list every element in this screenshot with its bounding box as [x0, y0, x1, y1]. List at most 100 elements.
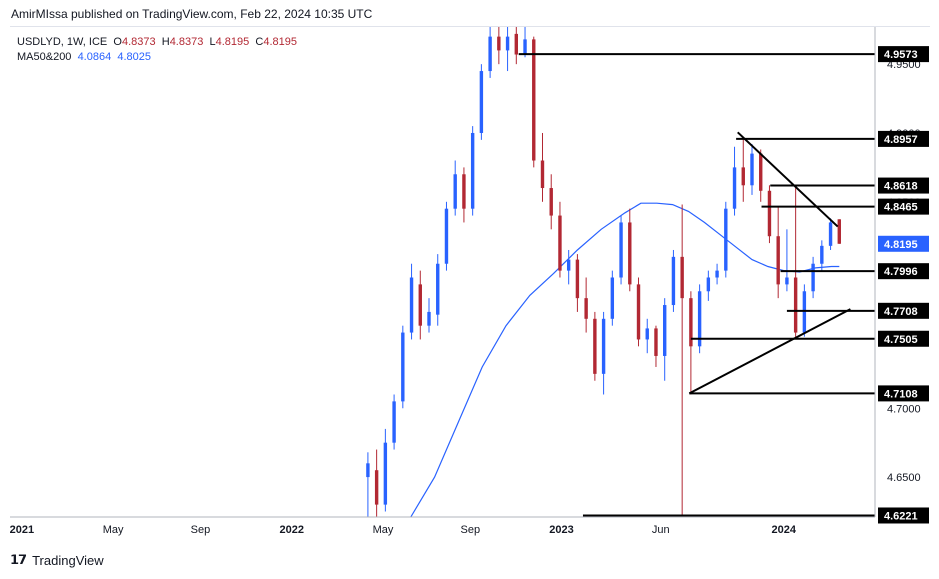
- candle-body-down: [575, 259, 580, 299]
- candle-body-up: [715, 270, 719, 278]
- candle-body-up: [409, 277, 414, 333]
- level-label: 4.7996: [884, 266, 918, 278]
- legend-ma-row: MA50&200 4.0864 4.8025: [17, 50, 297, 65]
- level-label: 4.7505: [884, 334, 918, 346]
- x-tick-label: 2023: [549, 524, 573, 536]
- candle-body-down: [680, 256, 684, 299]
- candle-body-up: [785, 277, 789, 285]
- candle-body-down: [549, 188, 553, 216]
- x-tick-label: Sep: [460, 524, 480, 536]
- footer-brand: TradingView: [32, 552, 104, 568]
- level-label-bg: [878, 263, 929, 280]
- candle-body-down: [497, 36, 501, 51]
- candle-body-up: [610, 277, 615, 319]
- candle-body-up: [811, 263, 815, 292]
- candle-body-down: [374, 470, 379, 505]
- candle-body-up: [479, 71, 484, 133]
- legend-ma200: 4.8025: [117, 51, 151, 63]
- x-tick-label: Sep: [191, 524, 211, 536]
- candle-body-down: [776, 236, 780, 285]
- candle-body-up: [619, 222, 623, 278]
- level-label-bg: [878, 507, 929, 524]
- candle-body-down: [628, 222, 632, 285]
- level-label-bg: [878, 130, 929, 147]
- candle-body-up: [453, 174, 457, 209]
- candle-body-up: [732, 167, 737, 209]
- candle-body-down: [418, 284, 422, 326]
- level-label: 4.9573: [884, 49, 918, 61]
- legend-symbol-row: USDLYD, 1W, ICE O4.8373 H4.8373 L4.8195 …: [17, 35, 297, 50]
- trendline: [737, 131, 839, 228]
- footer-branding: 𝟭𝟳 TradingView: [10, 552, 104, 568]
- candle-body-down: [636, 284, 641, 340]
- candle-body-up: [523, 39, 527, 55]
- level-label-bg: [878, 302, 929, 319]
- candle-body-down: [767, 190, 772, 237]
- legend-ma-label: MA50&200: [17, 51, 72, 63]
- level-label: 4.7708: [884, 306, 918, 318]
- candle-body-down: [654, 328, 658, 356]
- candle-body-up: [820, 245, 824, 264]
- candle-body-up: [697, 291, 702, 347]
- level-label: 4.6221: [884, 510, 918, 522]
- candle-body-down: [837, 219, 841, 244]
- candle-body-down: [540, 160, 545, 189]
- candle-body-up: [750, 153, 754, 186]
- price-chart[interactable]: 4.95004.90004.85004.80004.75004.70004.65…: [10, 27, 930, 547]
- x-tick-label: 2022: [279, 524, 303, 536]
- candle-body-up: [392, 401, 396, 443]
- level-label-bg: [878, 330, 929, 347]
- candle-body-down: [793, 277, 798, 333]
- candle-body-up: [470, 132, 475, 209]
- candle-body-up: [427, 311, 431, 326]
- candle-body-down: [689, 298, 693, 347]
- candle-body-down: [462, 174, 466, 209]
- candle-body-up: [383, 442, 388, 505]
- chart-frame[interactable]: 4.95004.90004.85004.80004.75004.70004.65…: [10, 26, 930, 547]
- x-tick-label: May: [373, 524, 394, 536]
- legend-high: 4.8373: [169, 36, 204, 48]
- chart-legend: USDLYD, 1W, ICE O4.8373 H4.8373 L4.8195 …: [17, 35, 297, 65]
- publisher-line: AmirMIssa published on TradingView.com, …: [11, 7, 373, 21]
- candle-body-up: [802, 291, 807, 333]
- legend-close-label: C: [255, 36, 264, 48]
- level-label: 4.7108: [884, 388, 918, 400]
- candle-body-down: [741, 167, 745, 186]
- candle-body-up: [488, 36, 492, 72]
- x-tick-label: Jun: [652, 524, 670, 536]
- x-tick-label: 2021: [10, 524, 34, 536]
- y-tick-label: 4.6500: [887, 472, 921, 484]
- level-label-bg: [878, 46, 929, 63]
- y-tick-label: 4.9500: [887, 59, 921, 71]
- last-price-label: 4.8195: [884, 239, 918, 251]
- candle-body-down: [514, 33, 519, 55]
- legend-high-label: H: [161, 36, 170, 48]
- legend-low: 4.8195: [215, 36, 250, 48]
- candle-body-up: [601, 318, 606, 374]
- level-label-bg: [878, 385, 929, 402]
- level-label-bg: [878, 177, 929, 194]
- x-tick-label: May: [103, 524, 124, 536]
- candle-body-down: [532, 39, 536, 161]
- candle-body-down: [593, 318, 597, 374]
- level-label: 4.8957: [884, 134, 918, 146]
- candle-body-up: [706, 277, 711, 292]
- candle-body-up: [645, 328, 649, 340]
- candle-body-down: [759, 153, 763, 191]
- trendline: [688, 308, 851, 395]
- candle-body-up: [505, 36, 510, 51]
- legend-ma50: 4.0864: [77, 51, 112, 63]
- level-label-bg: [878, 198, 929, 215]
- y-tick-label: 4.7000: [887, 403, 921, 415]
- candle-body-up: [436, 263, 440, 315]
- candle-body-up: [724, 208, 728, 271]
- last-price-label-bg: [878, 235, 929, 252]
- legend-symbol: USDLYD, 1W, ICE: [17, 36, 108, 48]
- level-label: 4.8618: [884, 181, 918, 193]
- candle-body-down: [558, 215, 562, 271]
- x-tick-label: 2024: [771, 524, 796, 536]
- level-label: 4.8465: [884, 202, 918, 214]
- legend-close: 4.8195: [263, 36, 297, 48]
- candle-body-down: [584, 298, 588, 319]
- candle-body-up: [828, 222, 833, 246]
